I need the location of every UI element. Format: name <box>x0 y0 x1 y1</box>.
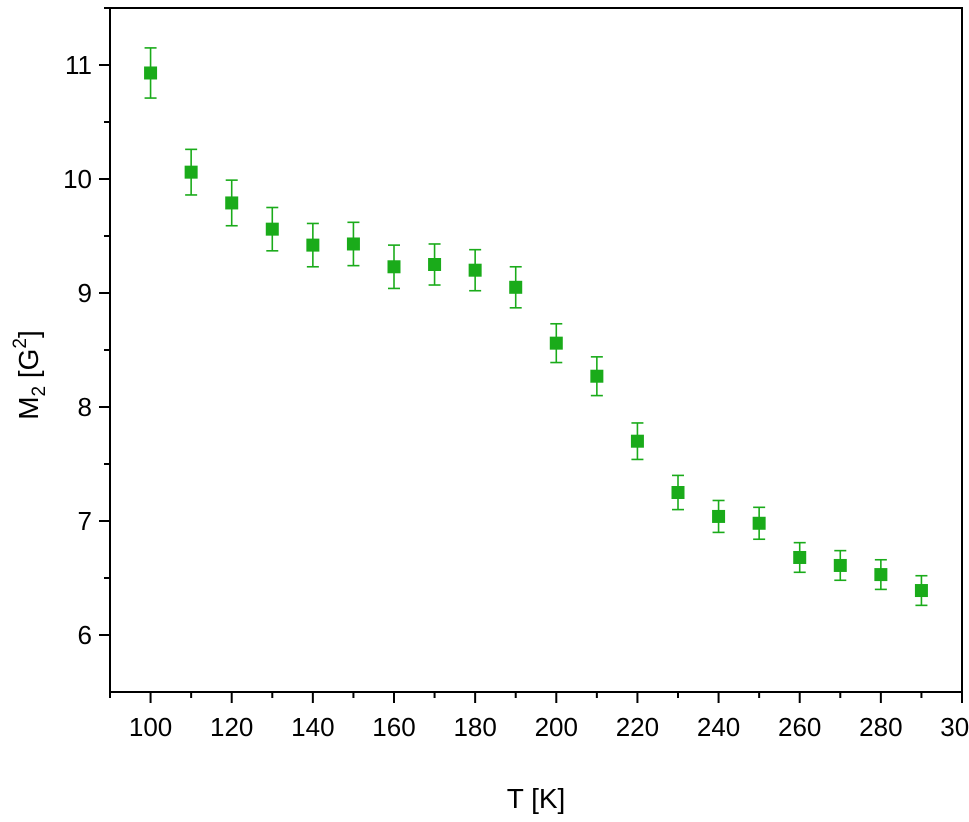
x-tick-label: 120 <box>210 712 253 742</box>
y-axis-tick-labels: 6 7 8 9 10 11 <box>63 50 92 650</box>
data-point <box>874 568 888 582</box>
y-axis-title-unit-close: ] <box>13 330 44 338</box>
data-point <box>184 165 198 179</box>
data-points <box>144 66 928 598</box>
y-axis-title-subscript: 2 <box>29 386 50 397</box>
x-axis-ticks <box>109 692 963 703</box>
x-tick-label: 180 <box>453 712 496 742</box>
data-point <box>225 196 239 210</box>
x-tick-label: 280 <box>859 712 902 742</box>
x-tick-label: 160 <box>372 712 415 742</box>
y-axis-title-main: M <box>13 396 44 419</box>
y-tick-label: 11 <box>65 50 92 80</box>
y-tick-label: 6 <box>78 620 92 650</box>
y-axis-title-superscript: 2 <box>10 338 31 349</box>
x-tick-label: 200 <box>535 712 578 742</box>
data-point <box>306 238 320 252</box>
y-axis-title: M2 [G2] <box>10 330 50 420</box>
plot-frame <box>109 7 963 693</box>
data-point <box>428 258 442 271</box>
x-tick-label: 240 <box>697 712 740 742</box>
y-tick-label: 10 <box>63 164 92 194</box>
error-bars <box>144 47 928 607</box>
x-axis-tick-labels: 100 120 140 160 180 200 220 240 260 280 300 <box>129 712 969 742</box>
data-point <box>671 486 685 499</box>
y-tick-label: 7 <box>78 506 92 536</box>
data-point <box>752 516 766 530</box>
x-tick-label: 300 <box>940 712 969 742</box>
data-point <box>468 263 482 277</box>
data-point <box>833 558 847 572</box>
x-tick-label: 260 <box>778 712 821 742</box>
data-point <box>914 584 928 598</box>
x-tick-label: 220 <box>616 712 659 742</box>
y-axis-title-unit-open: [G <box>13 349 44 386</box>
y-axis-ticks <box>99 7 110 636</box>
x-axis-title: T [K] <box>507 783 566 814</box>
data-point <box>549 336 563 350</box>
data-point <box>793 550 807 564</box>
data-point <box>509 280 523 294</box>
data-point <box>630 434 644 448</box>
y-tick-label: 8 <box>78 392 92 422</box>
data-point <box>712 509 726 523</box>
x-tick-label: 140 <box>291 712 334 742</box>
data-point <box>346 237 360 251</box>
data-point <box>590 369 604 383</box>
data-point <box>265 222 279 236</box>
x-tick-label: 100 <box>129 712 172 742</box>
y-tick-label: 9 <box>78 278 92 308</box>
data-point <box>144 66 158 80</box>
data-point <box>387 260 401 274</box>
